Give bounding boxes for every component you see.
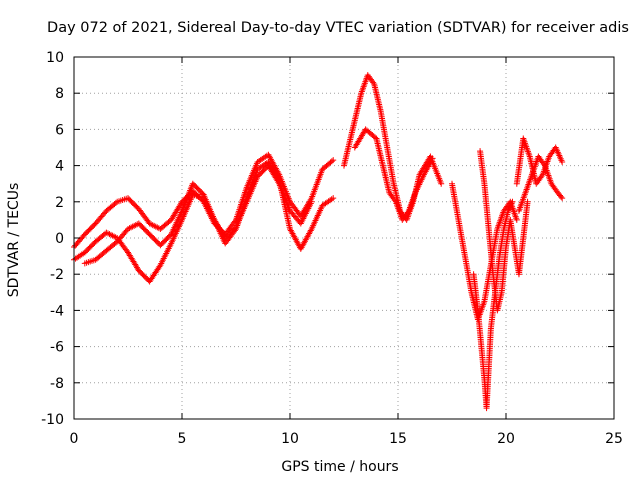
data-point (231, 227, 238, 234)
y-tick-label: -6 (50, 340, 64, 356)
data-point (429, 155, 436, 162)
y-tick-label: 2 (55, 195, 64, 211)
chart-title: Day 072 of 2021, Sidereal Day-to-day VTE… (47, 20, 629, 36)
axes: 0 5 10 15 20 25 -10 -8 -6 -4 -2 0 2 4 6 8 10 (41, 50, 623, 447)
x-axis-label: GPS time / hours (281, 459, 398, 475)
x-tick-label: 25 (605, 431, 623, 447)
x-tick-label: 20 (497, 431, 515, 447)
data-point (112, 199, 119, 206)
series-sat-j (515, 153, 566, 214)
y-tick-label: -4 (50, 303, 64, 319)
data-point (330, 195, 337, 202)
data-point (102, 209, 109, 216)
data-point (328, 158, 335, 165)
data-point (509, 198, 516, 205)
x-tick-label: 5 (178, 431, 187, 447)
y-tick-label: -2 (50, 267, 64, 283)
data-point (112, 239, 119, 246)
x-tick-label: 15 (389, 431, 407, 447)
series-sat-e (351, 126, 436, 223)
series-sat-c (81, 158, 337, 267)
data-point (156, 263, 163, 270)
series-sat-i (513, 135, 566, 187)
data-points (71, 72, 566, 412)
y-tick-label: 4 (55, 159, 64, 175)
data-point (308, 198, 315, 205)
data-point (558, 193, 565, 200)
y-tick-label: -10 (41, 412, 64, 428)
y-tick-label: 0 (55, 231, 64, 247)
x-tick-label: 0 (70, 431, 79, 447)
y-tick-label: 10 (46, 50, 64, 66)
x-tick-label: 10 (281, 431, 299, 447)
series-sat-d (341, 72, 445, 223)
data-point (524, 198, 531, 205)
data-point (330, 157, 337, 164)
y-tick-label: -8 (50, 376, 64, 392)
data-point (438, 180, 445, 187)
data-point (559, 195, 566, 202)
series-sat-h (477, 148, 531, 314)
data-point (513, 216, 520, 223)
data-point (559, 158, 566, 165)
y-tick-label: 8 (55, 86, 64, 102)
y-tick-label: 6 (55, 122, 64, 138)
y-axis-label: SDTVAR / TECUs (6, 183, 22, 298)
